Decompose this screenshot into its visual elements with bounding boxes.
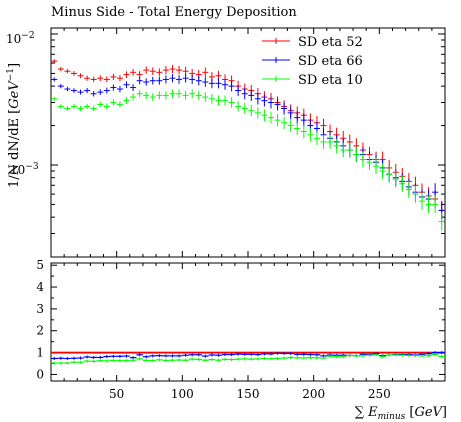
legend-label: SD eta 10 <box>298 73 363 88</box>
series-sd-eta-52 <box>51 59 445 220</box>
ratio-y-tick-label: 3 <box>36 302 44 316</box>
ratio-y-tick-label: 0 <box>36 367 44 381</box>
legend: SD eta 52 SD eta 66 SD eta 10 <box>262 35 363 88</box>
ratio-y-tick-label: 4 <box>36 280 44 294</box>
series-sd-eta-66 <box>51 73 445 220</box>
ratio-y-tick-label: 2 <box>36 324 44 338</box>
legend-item: SD eta 66 <box>262 54 363 69</box>
series-sd-eta-10 <box>51 89 445 231</box>
ratio-y-tick-label: 5 <box>36 258 44 272</box>
x-tick-label: 200 <box>302 387 325 401</box>
chart-title: Minus Side - Total Energy Deposition <box>51 5 297 20</box>
main-ticks <box>51 28 445 257</box>
svg-text:1/N dN/dE [GeV−1]: 1/N dN/dE [GeV−1] <box>6 63 22 188</box>
x-tick-labels: 50 100 150 200 250 <box>109 387 391 401</box>
ratio-plot-frame <box>50 262 446 382</box>
x-tick-label: 100 <box>171 387 194 401</box>
ratio-y-labels: 0 1 2 3 4 5 <box>36 258 44 381</box>
svg-text:10−2: 10−2 <box>6 31 35 46</box>
ratio-series-sd-eta-10 <box>51 353 445 365</box>
main-panel: 10−2 10−3 1/N dN/dE [GeV−1] SD eta 52SD … <box>6 27 446 258</box>
legend-item: SD eta 52 <box>262 35 363 50</box>
legend-label: SD eta 66 <box>298 54 363 69</box>
x-tick-label: 150 <box>237 387 260 401</box>
x-tick-label: 50 <box>109 387 124 401</box>
main-plot-frame <box>50 27 446 258</box>
legend-item: SD eta 10 <box>262 73 363 88</box>
ratio-panel: 0 1 2 3 4 5 50 100 150 200 250 ∑ Eminus [GeV] <box>36 258 447 422</box>
svg-text:∑ Eminus [GeV]: ∑ Eminus [GeV] <box>355 405 447 422</box>
legend-label: SD eta 52 <box>298 35 363 50</box>
x-axis-title: ∑ Eminus [GeV] <box>355 405 447 422</box>
y-tick-label-1e-2: 10−2 <box>6 31 35 46</box>
x-tick-label: 250 <box>368 387 391 401</box>
y-axis-title: 1/N dN/dE [GeV−1] <box>6 63 22 188</box>
ratio-ticks <box>51 263 445 381</box>
main-points <box>51 59 445 231</box>
ratio-y-tick-label: 1 <box>36 346 44 360</box>
ratio-points <box>51 351 445 365</box>
